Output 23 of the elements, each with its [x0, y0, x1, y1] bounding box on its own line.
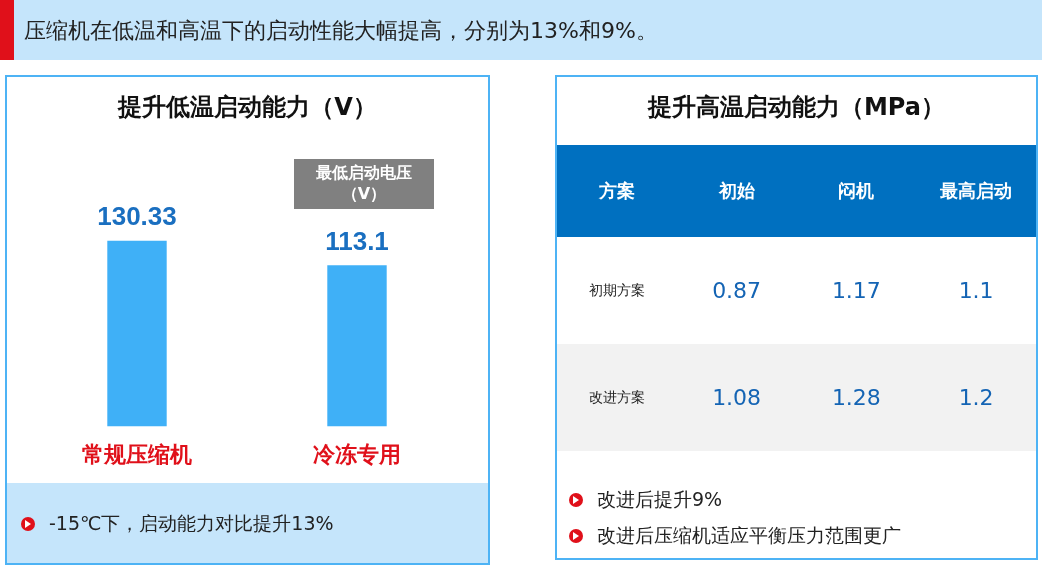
x-tick-label: 冷冻专用 [313, 441, 401, 467]
data-label: 113.1 [325, 225, 389, 256]
text: 1.28 [830, 384, 882, 412]
text: 1.08 [711, 384, 763, 412]
text: 最低启动电压（V） [294, 159, 434, 209]
text: 压缩机在低温和高温下的启动性能大幅提高，分别为13%和9%。 [24, 17, 658, 45]
text: 提升高温启动能力（MPa） [646, 92, 946, 123]
text: 1.2 [957, 384, 995, 412]
text: 1.1 [957, 277, 995, 305]
text: 1.17 [830, 277, 882, 305]
text: 0.87 [711, 277, 763, 305]
text: 初期方案 [587, 280, 646, 300]
x-tick-label: 常规压缩机 [82, 441, 192, 467]
text: -15℃下，启动能力对比提升13% [49, 511, 334, 536]
chart-title: 提升低温启动能力（V） [116, 92, 378, 123]
text: 改进方案 [587, 387, 646, 407]
text: 改进后压缩机适应平衡压力范围更广 [597, 523, 901, 548]
text: 初始 [717, 179, 756, 203]
text: 方案 [597, 179, 636, 203]
text: 闷机 [837, 179, 876, 203]
text: 最高启动 [939, 179, 1014, 203]
text: 改进后提升9% [597, 487, 723, 512]
data-label: 130.33 [97, 200, 177, 231]
